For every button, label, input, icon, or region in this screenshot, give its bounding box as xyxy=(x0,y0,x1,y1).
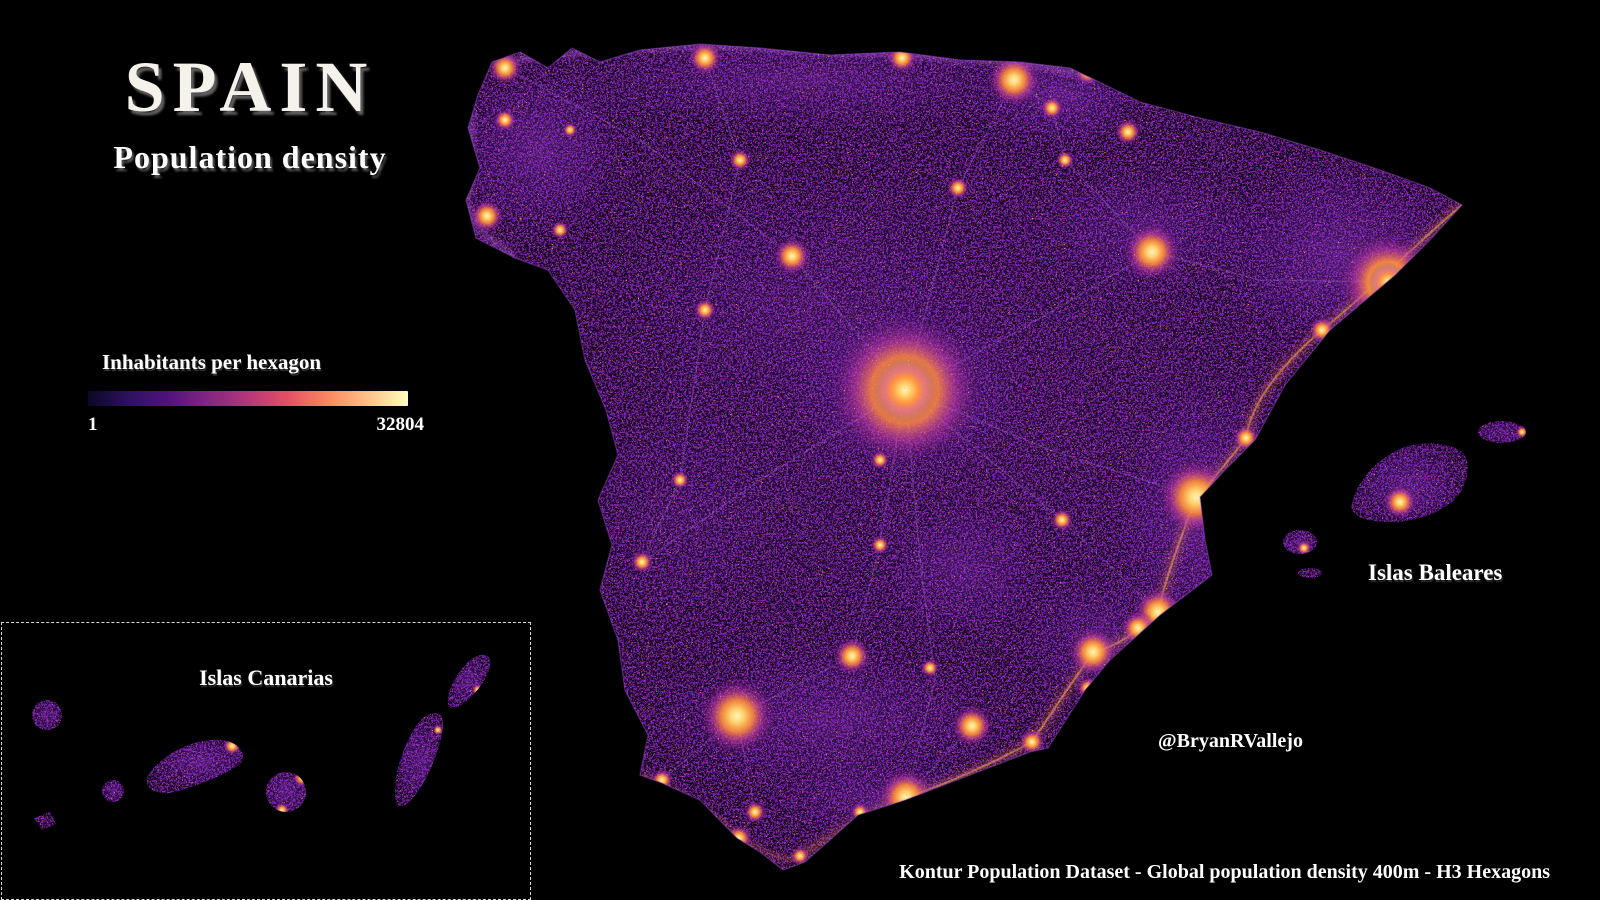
legend: Inhabitants per hexagon 1 32804 xyxy=(88,350,424,436)
title-block: SPAIN Population density xyxy=(40,46,460,176)
legend-min-value: 1 xyxy=(88,414,98,435)
label-islas-baleares: Islas Baleares xyxy=(1368,560,1503,585)
page-subtitle: Population density xyxy=(113,139,387,175)
legend-title: Inhabitants per hexagon xyxy=(102,350,322,374)
label-islas-canarias: Islas Canarias xyxy=(199,665,333,690)
mainland-outline xyxy=(465,43,1464,871)
legend-max-value: 32804 xyxy=(376,414,425,435)
dataset-attribution: Kontur Population Dataset - Global popul… xyxy=(899,861,1550,883)
legend-labels: 1 32804 xyxy=(88,414,424,436)
author-credit: @BryanRVallejo xyxy=(1158,730,1303,752)
page-title: SPAIN xyxy=(124,47,376,127)
canarias-inset-frame: Islas Canarias xyxy=(1,622,531,900)
legend-gradient-bar xyxy=(88,391,408,406)
